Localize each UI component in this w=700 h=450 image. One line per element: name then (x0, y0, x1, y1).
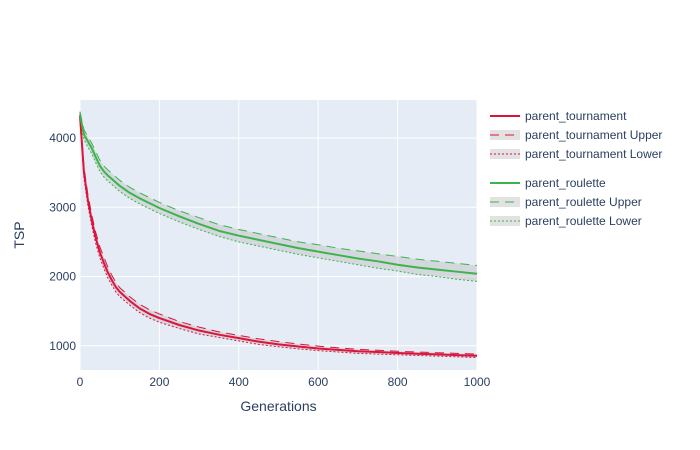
legend-band-swatch (490, 216, 520, 226)
x-tick-labels: 0 200 400 600 800 1000 (77, 375, 491, 389)
x-axis-title: Generations (240, 398, 316, 414)
x-tick-label: 600 (308, 375, 328, 389)
parent-roulette-upper-line (79, 111, 478, 266)
y-tick-labels: 1000 2000 3000 4000 (49, 131, 76, 353)
legend-item-parent-tournament[interactable]: parent_tournament (490, 109, 627, 123)
parent-roulette-lower-line (79, 117, 478, 282)
parent-roulette-band (80, 111, 477, 282)
x-tick-label: 200 (149, 375, 169, 389)
y-tick-label: 2000 (49, 270, 76, 284)
x-tick-label: 0 (77, 375, 84, 389)
parent-tournament-lower-line (79, 120, 478, 359)
y-tick-label: 4000 (49, 131, 76, 145)
legend-label: parent_roulette Upper (525, 195, 642, 209)
legend-label: parent_roulette (525, 176, 606, 190)
parent-roulette-line (79, 114, 478, 275)
legend-item-parent-roulette-upper[interactable]: parent_roulette Upper (490, 195, 642, 209)
band-fills (80, 111, 477, 358)
legend: parent_tournament parent_tournament Upper… (490, 109, 662, 228)
legend-item-parent-tournament-upper[interactable]: parent_tournament Upper (490, 128, 662, 142)
series-lines (79, 111, 478, 359)
legend-item-parent-roulette[interactable]: parent_roulette (490, 176, 606, 190)
legend-label: parent_roulette Lower (525, 214, 642, 228)
legend-band-swatch (490, 149, 520, 159)
x-tick-label: 800 (388, 375, 408, 389)
parent-tournament-upper-line (79, 111, 478, 355)
parent-tournament-line (79, 115, 478, 357)
legend-label: parent_tournament (525, 109, 627, 123)
legend-item-parent-roulette-lower[interactable]: parent_roulette Lower (490, 214, 642, 228)
x-tick-label: 400 (229, 375, 249, 389)
y-tick-label: 1000 (49, 339, 76, 353)
legend-label: parent_tournament Lower (525, 147, 662, 161)
plot-area (80, 100, 477, 370)
y-axis-title: TSP (11, 221, 27, 248)
legend-label: parent_tournament Upper (525, 128, 662, 142)
grid (79, 100, 478, 370)
legend-item-parent-tournament-lower[interactable]: parent_tournament Lower (490, 147, 662, 161)
y-tick-label: 3000 (49, 200, 76, 214)
x-tick-label: 1000 (464, 375, 491, 389)
